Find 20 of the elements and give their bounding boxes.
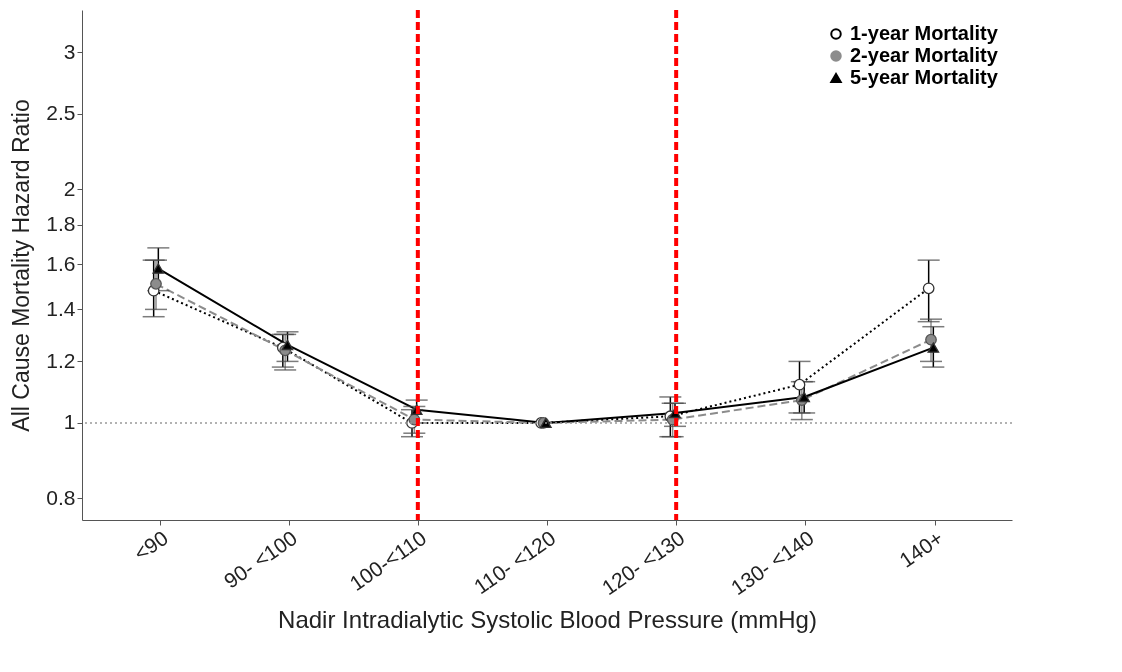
y-tick-label: 2.5 xyxy=(46,101,76,125)
legend-label: 5-year Mortality xyxy=(850,66,999,88)
y-tick-label: 0.8 xyxy=(46,485,76,509)
y-axis-title: All Cause Mortality Hazard Ratio xyxy=(8,99,35,432)
x-axis-title: Nadir Intradialytic Systolic Blood Pressure (mmHg) xyxy=(278,606,817,634)
y-tick-label: 1.6 xyxy=(46,251,76,275)
y-tick-label: 1.4 xyxy=(46,296,76,320)
x-tick-label: 140+ xyxy=(895,525,948,572)
x-tick-label: 120- <130 xyxy=(597,525,689,600)
x-tick-label: 130- <140 xyxy=(726,525,818,600)
y-tick-label: 2 xyxy=(63,176,76,200)
y-tick-label: 1 xyxy=(63,410,76,434)
legend-label: 2-year Mortality xyxy=(850,44,999,66)
y-tick-label: 3 xyxy=(63,39,76,63)
x-tick-label: <90 xyxy=(129,525,173,566)
y-tick-label: 1.2 xyxy=(46,348,76,372)
y-tick-label: 1.8 xyxy=(46,212,76,236)
x-tick-label: 90- <100 xyxy=(219,525,302,593)
x-tick-label: 110- <120 xyxy=(469,525,560,599)
legend-label: 1-year Mortality xyxy=(850,22,999,44)
